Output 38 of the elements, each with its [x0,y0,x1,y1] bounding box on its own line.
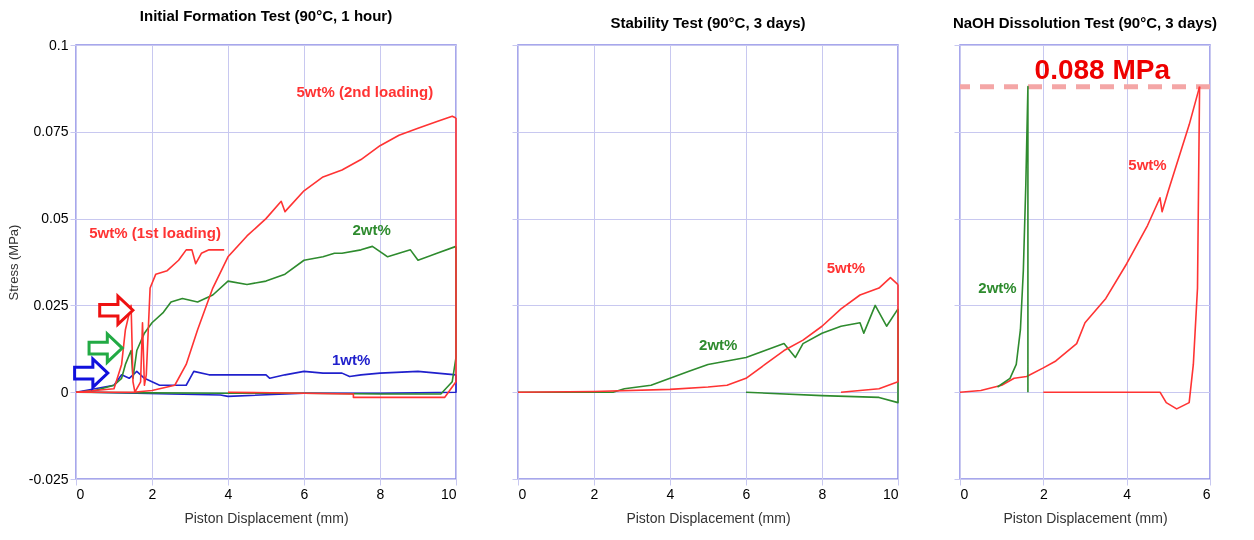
x-tick-label: 0 [960,485,969,502]
x-tick-label: 10 [440,485,457,502]
x-tick-label: 2 [1039,485,1048,502]
chart-title: NaOH Dissolution Test (90°C, 3 days) [952,13,1218,31]
series-label: 5wt% (1st loading) [89,224,221,242]
chart-title: Initial Formation Test (90°C, 1 hour) [139,7,393,24]
y-tick-label: -0.025 [28,470,69,487]
series-label: 5wt% [826,259,866,277]
x-tick-label: 4 [666,485,675,502]
x-tick-label: 4 [224,485,233,502]
series-label: 1wt% [331,351,371,369]
y-axis-title: Stress (MPa) [5,224,21,301]
y-tick-label: 0.075 [33,123,69,140]
y-tick-label: 0 [60,383,69,400]
x-tick-label: 2 [148,485,157,502]
x-tick-label: 8 [376,485,385,502]
x-tick-label: 8 [818,485,827,502]
y-tick-label: 0.1 [49,36,69,53]
x-tick-label: 4 [1123,485,1132,502]
y-tick-label: 0.05 [41,210,69,227]
series-label: 5wt% [1128,156,1167,174]
x-axis-title: Piston Displacement (mm) [184,509,349,526]
x-tick-label: 0 [76,485,85,502]
series-label: 2wt% [978,279,1017,297]
x-tick-label: 6 [300,485,309,502]
x-tick-label: 6 [1202,485,1211,502]
x-tick-label: 6 [742,485,751,502]
x-axis-title: Piston Displacement (mm) [626,509,791,526]
x-tick-label: 10 [882,485,899,502]
series-label: 2wt% [699,336,738,354]
x-axis-title: Piston Displacement (mm) [1003,509,1168,526]
y-tick-label: 0.025 [33,296,69,313]
x-tick-label: 0 [518,485,527,502]
ref-line-label: 0.088 MPa [1034,53,1171,85]
series-label: 2wt% [352,221,391,239]
x-tick-label: 2 [590,485,599,502]
chart-title: Stability Test (90°C, 3 days) [610,13,806,31]
series-label: 5wt% (2nd loading) [296,82,434,100]
